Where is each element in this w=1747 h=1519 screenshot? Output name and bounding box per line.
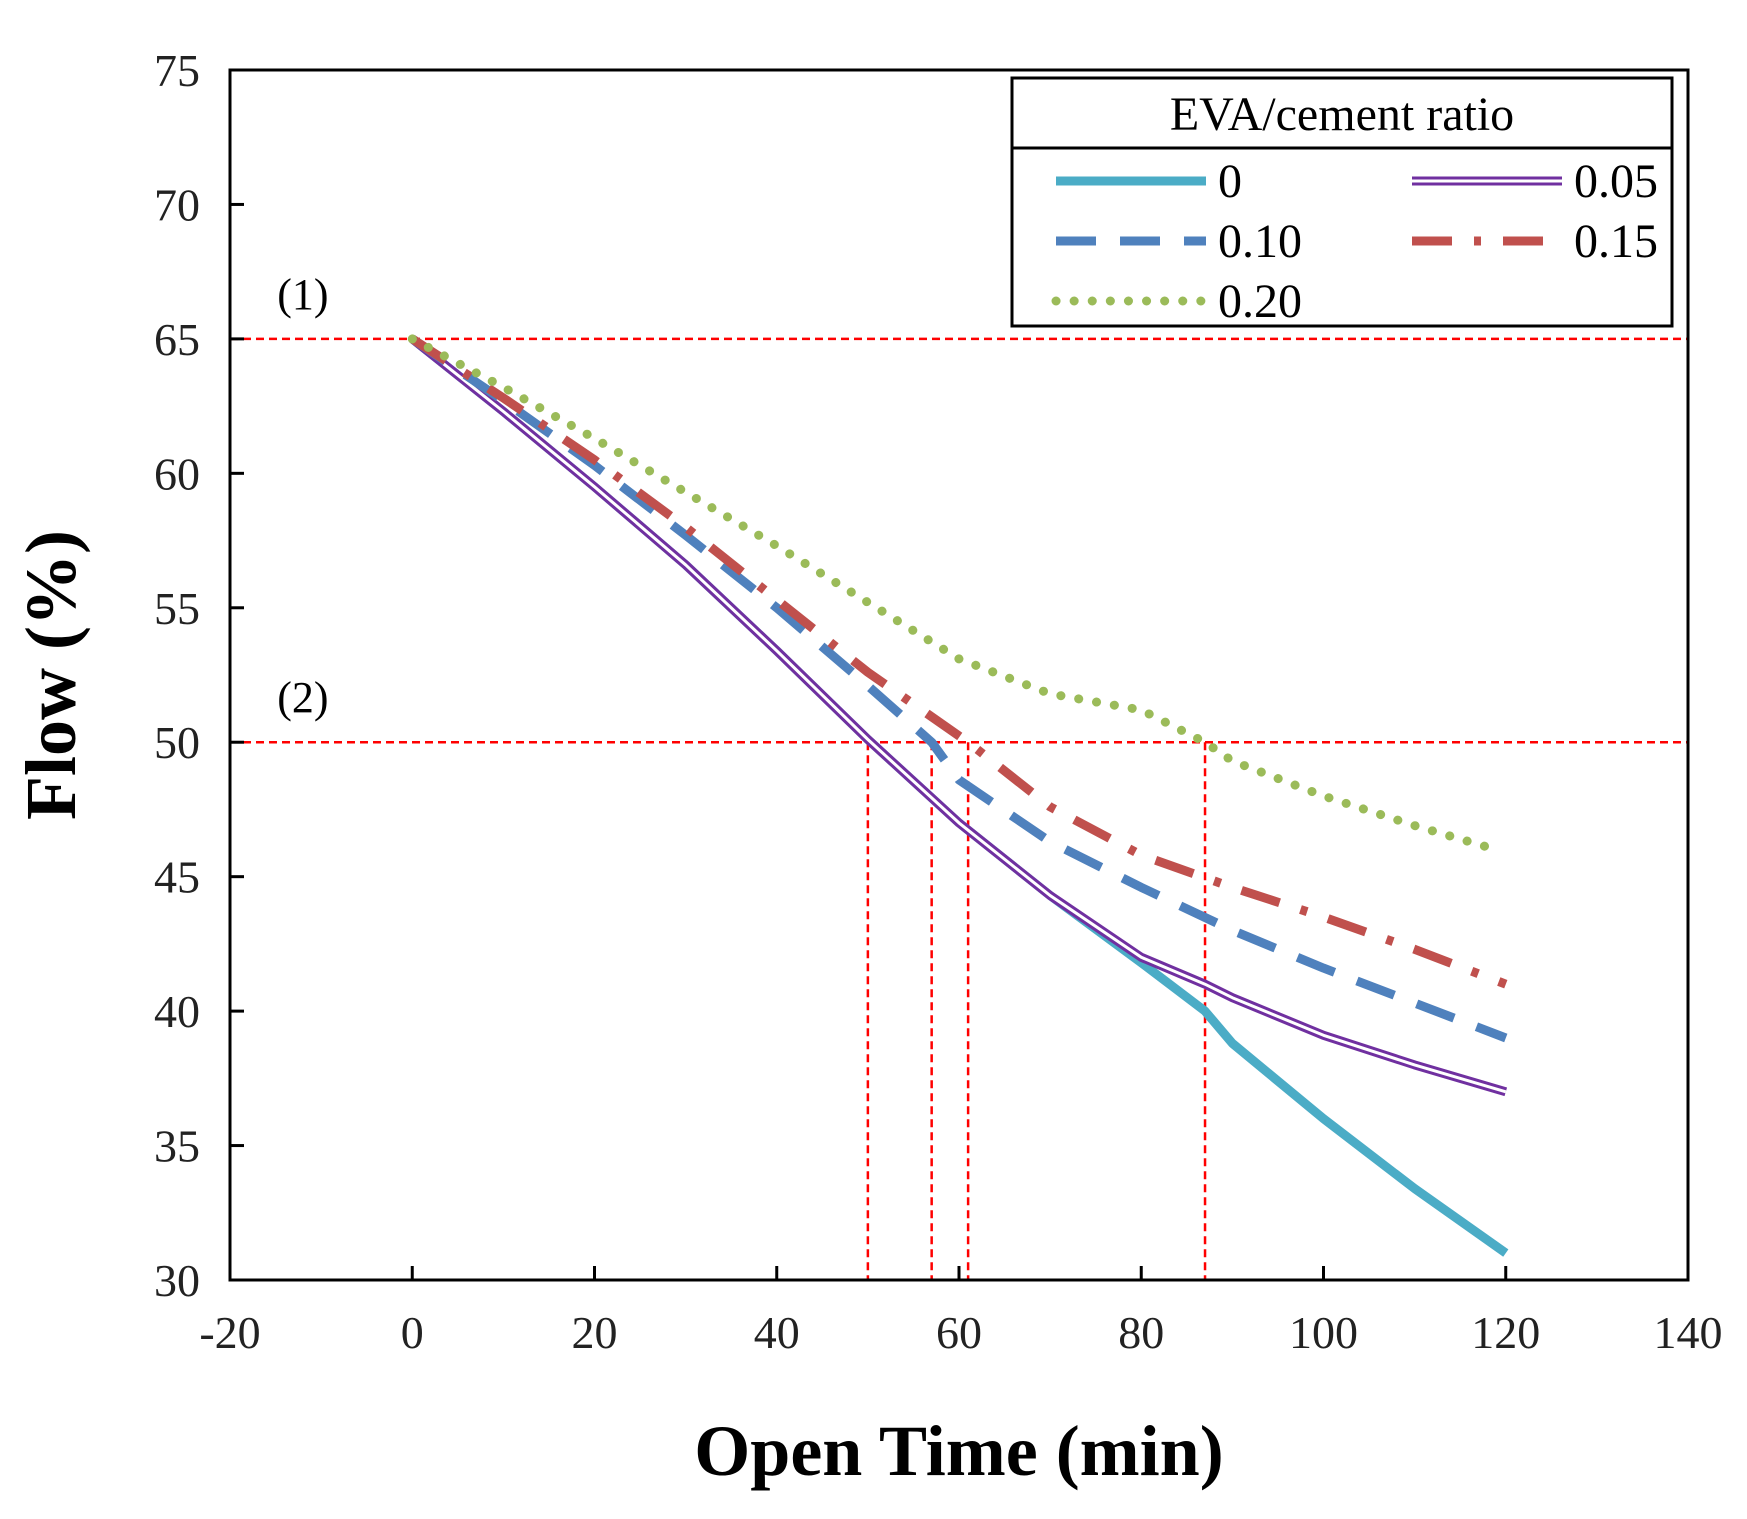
series-line bbox=[411, 337, 1507, 1094]
y-tick-label: 55 bbox=[154, 583, 200, 634]
x-tick-label: 100 bbox=[1289, 1307, 1358, 1358]
legend-title: EVA/cement ratio bbox=[1170, 88, 1514, 141]
axis-ticks: -20 0 20 40 60 80 100 120 140 30 35 40 45 50 55 60 65 70 7… bbox=[154, 45, 1723, 1358]
y-tick-label: 70 bbox=[154, 179, 200, 230]
x-tick-label: 140 bbox=[1654, 1307, 1723, 1358]
x-axis-title: Open Time (min) bbox=[694, 1411, 1223, 1491]
y-tick-label: 60 bbox=[154, 448, 200, 499]
legend-label: 0.20 bbox=[1218, 275, 1302, 328]
legend-label: 0.15 bbox=[1574, 215, 1658, 268]
legend-item: 0.05 bbox=[1412, 155, 1658, 208]
x-tick-label: 120 bbox=[1471, 1307, 1540, 1358]
x-tick-label: 60 bbox=[936, 1307, 982, 1358]
series-0-05 bbox=[409, 335, 1508, 1097]
y-tick-label: 40 bbox=[154, 986, 200, 1037]
y-tick-label: 50 bbox=[154, 717, 200, 768]
legend-box bbox=[1010, 76, 1674, 328]
series-layer bbox=[407, 334, 1509, 1257]
legend-item: 0.10 bbox=[1056, 215, 1302, 268]
series-line bbox=[409, 335, 1508, 1043]
series-0-20 bbox=[407, 334, 1492, 852]
y-tick-label: 45 bbox=[154, 852, 200, 903]
legend-label: 0.10 bbox=[1218, 215, 1302, 268]
x-tick-label: 20 bbox=[572, 1307, 618, 1358]
x-tick-label: 0 bbox=[401, 1307, 424, 1358]
reference-lines: (1) (2) bbox=[230, 270, 1688, 1280]
y-tick-label: 35 bbox=[154, 1121, 200, 1172]
series-line bbox=[409, 335, 1508, 989]
y-tick-label: 65 bbox=[154, 314, 200, 365]
reference-line-label: (2) bbox=[277, 673, 328, 722]
legend-items: 0 0.05 0.10 0.15 0.20 bbox=[1051, 155, 1658, 328]
series-0-15 bbox=[409, 335, 1508, 989]
x-tick-label: 40 bbox=[754, 1307, 800, 1358]
legend-label: 0.05 bbox=[1574, 155, 1658, 208]
legend-item: 0.15 bbox=[1412, 215, 1658, 268]
legend-item: 0.20 bbox=[1051, 275, 1302, 328]
x-tick-label: 80 bbox=[1118, 1307, 1164, 1358]
y-axis-title: Flow (%) bbox=[11, 530, 91, 820]
series-line bbox=[407, 334, 1492, 852]
series-0-10 bbox=[409, 335, 1508, 1043]
x-tick-label: -20 bbox=[199, 1307, 260, 1358]
legend-label: 0 bbox=[1218, 155, 1242, 208]
legend-item: 0 bbox=[1056, 155, 1242, 208]
reference-line-label: (1) bbox=[277, 270, 328, 319]
legend: EVA/cement ratio 0 0.05 0.10 0.15 0.20 bbox=[1010, 76, 1674, 328]
y-tick-label: 75 bbox=[154, 45, 200, 96]
y-tick-label: 30 bbox=[154, 1255, 200, 1306]
